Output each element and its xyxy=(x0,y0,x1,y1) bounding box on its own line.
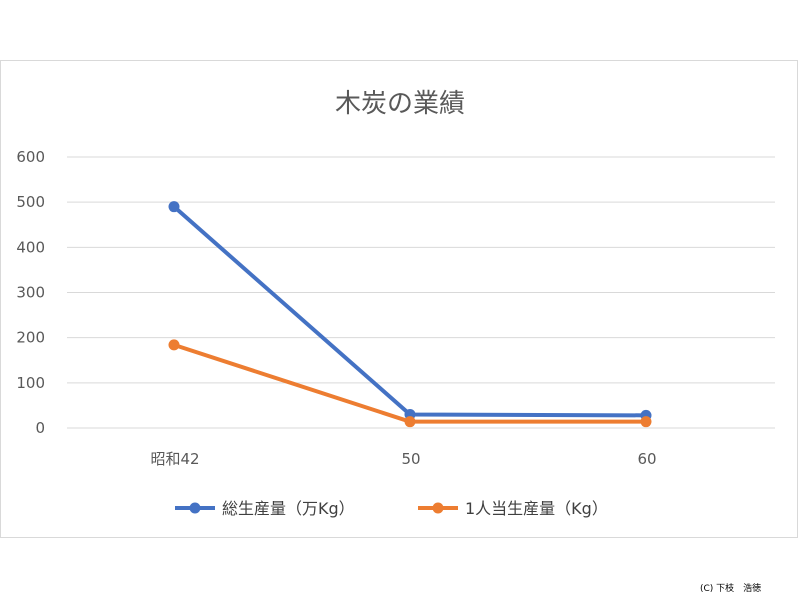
series-line-0 xyxy=(172,204,648,418)
y-tick-label: 300 xyxy=(16,284,45,302)
chart-frame xyxy=(0,60,798,538)
data-point xyxy=(168,201,180,213)
data-point xyxy=(168,339,180,351)
y-tick-label: 0 xyxy=(35,419,45,437)
y-tick-label: 500 xyxy=(16,193,45,211)
x-tick-label: 50 xyxy=(401,450,420,468)
chart-title: 木炭の業績 xyxy=(335,89,465,119)
y-tick-label: 200 xyxy=(16,329,45,347)
x-tick-label: 60 xyxy=(637,450,656,468)
data-point xyxy=(404,416,416,428)
x-axis-tick-labels: 昭和42 50 60 xyxy=(150,450,656,468)
legend-marker-1 xyxy=(432,502,444,514)
legend-marker-0 xyxy=(189,502,201,514)
x-tick-label: 昭和42 xyxy=(150,450,199,468)
legend-label-0: 総生産量（万Kg） xyxy=(222,499,355,518)
y-tick-label: 400 xyxy=(16,238,45,256)
y-tick-label: 600 xyxy=(16,148,45,166)
gridlines xyxy=(67,156,775,429)
copyright-text: (C) 下枝 浩徳 xyxy=(700,584,762,594)
legend: 総生産量（万Kg） 1人当生産量（Kg） xyxy=(175,499,608,518)
y-axis-tick-labels: 0 100 200 300 400 500 600 xyxy=(16,148,45,437)
series-lines xyxy=(168,201,652,428)
legend-label-1: 1人当生産量（Kg） xyxy=(465,499,608,518)
data-point xyxy=(640,416,652,428)
y-tick-label: 100 xyxy=(16,374,45,392)
